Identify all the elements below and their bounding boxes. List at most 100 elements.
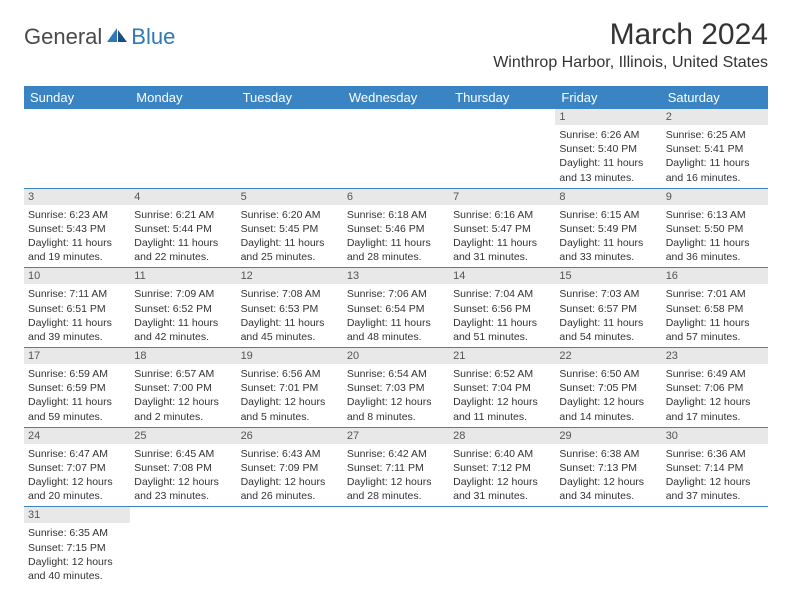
day-line: Daylight: 11 hours and 28 minutes. [347, 236, 445, 264]
day-line: Daylight: 11 hours and 25 minutes. [241, 236, 339, 264]
day-number: 2 [662, 109, 768, 125]
day-line: Sunrise: 6:56 AM [241, 367, 339, 381]
day-number [449, 109, 555, 125]
day-body: Sunrise: 6:54 AMSunset: 7:03 PMDaylight:… [343, 364, 449, 427]
day-line: Sunset: 7:06 PM [666, 381, 764, 395]
col-monday: Monday [130, 86, 236, 109]
day-line: Sunset: 6:52 PM [134, 302, 232, 316]
calendar-day: 10Sunrise: 7:11 AMSunset: 6:51 PMDayligh… [24, 268, 130, 348]
day-line: Daylight: 11 hours and 51 minutes. [453, 316, 551, 344]
day-body [449, 125, 555, 131]
day-body: Sunrise: 7:08 AMSunset: 6:53 PMDaylight:… [237, 284, 343, 347]
day-body: Sunrise: 6:38 AMSunset: 7:13 PMDaylight:… [555, 444, 661, 507]
day-number: 29 [555, 428, 661, 444]
location-subtitle: Winthrop Harbor, Illinois, United States [493, 54, 768, 72]
day-body: Sunrise: 7:11 AMSunset: 6:51 PMDaylight:… [24, 284, 130, 347]
calendar-week: 10Sunrise: 7:11 AMSunset: 6:51 PMDayligh… [24, 268, 768, 348]
day-body: Sunrise: 6:20 AMSunset: 5:45 PMDaylight:… [237, 205, 343, 268]
calendar-day: 13Sunrise: 7:06 AMSunset: 6:54 PMDayligh… [343, 268, 449, 348]
day-number [130, 109, 236, 125]
day-line: Sunset: 5:49 PM [559, 222, 657, 236]
day-number: 16 [662, 268, 768, 284]
day-line: Daylight: 11 hours and 13 minutes. [559, 156, 657, 184]
day-line: Daylight: 12 hours and 20 minutes. [28, 475, 126, 503]
day-body [662, 523, 768, 529]
day-line: Sunrise: 6:25 AM [666, 128, 764, 142]
logo-text-blue: Blue [131, 24, 175, 50]
day-body: Sunrise: 7:01 AMSunset: 6:58 PMDaylight:… [662, 284, 768, 347]
day-body: Sunrise: 6:36 AMSunset: 7:14 PMDaylight:… [662, 444, 768, 507]
day-line: Sunrise: 6:38 AM [559, 447, 657, 461]
calendar-day [449, 109, 555, 188]
day-line: Daylight: 12 hours and 34 minutes. [559, 475, 657, 503]
day-number: 26 [237, 428, 343, 444]
day-line: Sunrise: 6:45 AM [134, 447, 232, 461]
calendar-day: 4Sunrise: 6:21 AMSunset: 5:44 PMDaylight… [130, 188, 236, 268]
calendar-week: 24Sunrise: 6:47 AMSunset: 7:07 PMDayligh… [24, 427, 768, 507]
day-number [662, 507, 768, 523]
calendar-day: 27Sunrise: 6:42 AMSunset: 7:11 PMDayligh… [343, 427, 449, 507]
calendar-day: 30Sunrise: 6:36 AMSunset: 7:14 PMDayligh… [662, 427, 768, 507]
day-line: Sunset: 6:56 PM [453, 302, 551, 316]
sail-icon [105, 26, 129, 44]
calendar-day: 7Sunrise: 6:16 AMSunset: 5:47 PMDaylight… [449, 188, 555, 268]
calendar-day: 9Sunrise: 6:13 AMSunset: 5:50 PMDaylight… [662, 188, 768, 268]
col-wednesday: Wednesday [343, 86, 449, 109]
day-line: Sunset: 5:50 PM [666, 222, 764, 236]
title-block: March 2024 Winthrop Harbor, Illinois, Un… [493, 18, 768, 72]
day-number: 7 [449, 189, 555, 205]
calendar-day [237, 507, 343, 586]
day-number: 13 [343, 268, 449, 284]
day-body: Sunrise: 6:13 AMSunset: 5:50 PMDaylight:… [662, 205, 768, 268]
day-line: Sunrise: 6:16 AM [453, 208, 551, 222]
day-body [555, 523, 661, 529]
calendar-day [24, 109, 130, 188]
day-number: 6 [343, 189, 449, 205]
day-line: Daylight: 12 hours and 2 minutes. [134, 395, 232, 423]
day-line: Sunset: 5:41 PM [666, 142, 764, 156]
day-body: Sunrise: 6:47 AMSunset: 7:07 PMDaylight:… [24, 444, 130, 507]
day-number: 20 [343, 348, 449, 364]
day-body: Sunrise: 6:25 AMSunset: 5:41 PMDaylight:… [662, 125, 768, 188]
day-number [237, 109, 343, 125]
calendar-day: 2Sunrise: 6:25 AMSunset: 5:41 PMDaylight… [662, 109, 768, 188]
day-number: 5 [237, 189, 343, 205]
day-line: Daylight: 12 hours and 26 minutes. [241, 475, 339, 503]
calendar-day: 25Sunrise: 6:45 AMSunset: 7:08 PMDayligh… [130, 427, 236, 507]
day-line: Sunrise: 6:42 AM [347, 447, 445, 461]
day-number: 10 [24, 268, 130, 284]
calendar-day: 26Sunrise: 6:43 AMSunset: 7:09 PMDayligh… [237, 427, 343, 507]
calendar-week: 1Sunrise: 6:26 AMSunset: 5:40 PMDaylight… [24, 109, 768, 188]
day-number: 28 [449, 428, 555, 444]
day-number: 3 [24, 189, 130, 205]
day-line: Daylight: 12 hours and 37 minutes. [666, 475, 764, 503]
day-line: Sunrise: 7:04 AM [453, 287, 551, 301]
weekday-header-row: Sunday Monday Tuesday Wednesday Thursday… [24, 86, 768, 109]
calendar-day [343, 507, 449, 586]
calendar-day [662, 507, 768, 586]
calendar-week: 31Sunrise: 6:35 AMSunset: 7:15 PMDayligh… [24, 507, 768, 586]
day-line: Daylight: 11 hours and 54 minutes. [559, 316, 657, 344]
day-line: Sunset: 7:09 PM [241, 461, 339, 475]
calendar-week: 3Sunrise: 6:23 AMSunset: 5:43 PMDaylight… [24, 188, 768, 268]
day-body [449, 523, 555, 529]
day-body [24, 125, 130, 131]
day-line: Daylight: 12 hours and 8 minutes. [347, 395, 445, 423]
day-line: Sunset: 6:57 PM [559, 302, 657, 316]
day-line: Daylight: 12 hours and 11 minutes. [453, 395, 551, 423]
day-number [130, 507, 236, 523]
col-sunday: Sunday [24, 86, 130, 109]
calendar-day: 5Sunrise: 6:20 AMSunset: 5:45 PMDaylight… [237, 188, 343, 268]
calendar-day [130, 109, 236, 188]
calendar-day [343, 109, 449, 188]
day-line: Sunrise: 7:03 AM [559, 287, 657, 301]
day-line: Sunset: 6:54 PM [347, 302, 445, 316]
calendar-day: 15Sunrise: 7:03 AMSunset: 6:57 PMDayligh… [555, 268, 661, 348]
calendar-day: 11Sunrise: 7:09 AMSunset: 6:52 PMDayligh… [130, 268, 236, 348]
day-line: Sunrise: 6:36 AM [666, 447, 764, 461]
day-line: Sunset: 5:47 PM [453, 222, 551, 236]
col-tuesday: Tuesday [237, 86, 343, 109]
day-body: Sunrise: 6:50 AMSunset: 7:05 PMDaylight:… [555, 364, 661, 427]
day-body [130, 523, 236, 529]
day-body: Sunrise: 6:59 AMSunset: 6:59 PMDaylight:… [24, 364, 130, 427]
